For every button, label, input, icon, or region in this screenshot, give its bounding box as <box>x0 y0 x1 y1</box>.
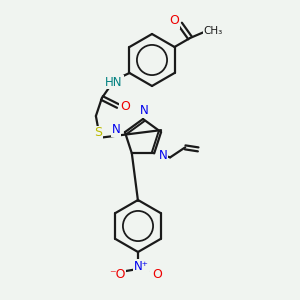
Text: N: N <box>140 104 148 118</box>
Text: HN: HN <box>105 76 123 88</box>
Text: N⁺: N⁺ <box>134 260 148 272</box>
Text: S: S <box>94 127 102 140</box>
Text: ⁻O: ⁻O <box>109 268 125 281</box>
Text: O: O <box>120 100 130 113</box>
Text: N: N <box>159 149 167 162</box>
Text: O: O <box>152 268 162 281</box>
Text: CH₃: CH₃ <box>203 26 223 36</box>
Text: N: N <box>112 123 120 136</box>
Text: O: O <box>169 14 179 28</box>
